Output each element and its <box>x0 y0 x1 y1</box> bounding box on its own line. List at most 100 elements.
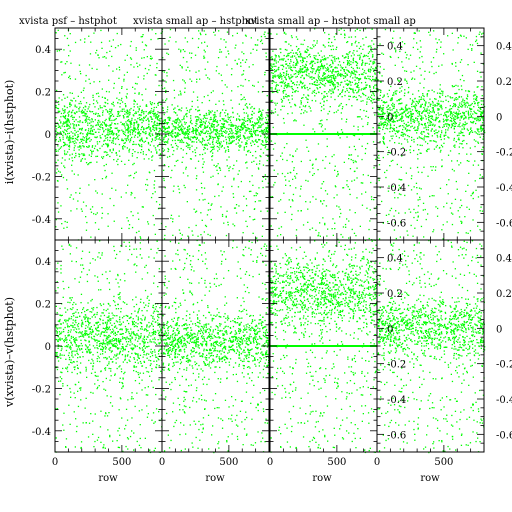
data-point <box>176 148 178 150</box>
data-point <box>320 59 322 61</box>
data-point <box>221 213 224 216</box>
data-point <box>155 127 158 129</box>
data-point <box>246 225 248 228</box>
data-point <box>290 45 292 47</box>
data-point <box>195 138 198 140</box>
data-point <box>433 111 435 113</box>
data-point <box>136 120 138 122</box>
data-point <box>453 85 455 87</box>
data-point <box>294 119 296 121</box>
data-point <box>345 226 347 228</box>
data-point <box>459 78 462 81</box>
data-point <box>343 161 345 163</box>
data-point <box>324 167 326 169</box>
data-point <box>117 163 119 166</box>
data-point <box>373 86 375 88</box>
data-point <box>132 129 134 131</box>
panel-2-points <box>162 28 271 242</box>
data-point <box>91 130 94 133</box>
data-point <box>463 112 465 114</box>
data-point <box>199 133 201 135</box>
data-point <box>277 84 279 86</box>
data-point <box>232 136 234 138</box>
data-point <box>230 132 232 134</box>
data-point <box>313 81 315 84</box>
data-point <box>97 150 99 152</box>
data-point <box>63 121 65 123</box>
data-point <box>159 157 161 159</box>
data-point <box>273 69 276 71</box>
data-point <box>417 102 419 105</box>
data-point <box>413 119 415 121</box>
data-point <box>226 31 229 33</box>
data-point <box>102 121 104 123</box>
data-point <box>83 87 85 89</box>
data-point <box>149 127 152 129</box>
data-point <box>479 31 481 33</box>
data-point <box>209 234 211 237</box>
data-point <box>60 61 62 63</box>
data-point <box>381 75 383 77</box>
data-point <box>72 132 74 134</box>
data-point <box>313 46 315 48</box>
data-point <box>211 203 213 205</box>
data-point <box>111 119 113 122</box>
data-point <box>141 139 143 141</box>
data-point <box>262 144 264 146</box>
data-point <box>384 112 386 115</box>
data-point <box>368 85 371 87</box>
data-point <box>303 94 305 96</box>
data-point <box>130 120 132 122</box>
data-point <box>311 68 313 70</box>
data-point <box>225 215 227 217</box>
data-point <box>451 117 453 120</box>
data-point <box>195 120 197 122</box>
data-point <box>189 78 191 80</box>
data-point <box>334 98 336 101</box>
data-point <box>200 130 202 132</box>
data-point <box>149 64 151 67</box>
data-point <box>163 125 165 128</box>
data-point <box>259 118 261 120</box>
data-point <box>180 49 182 51</box>
data-point <box>250 37 252 39</box>
data-point <box>463 117 465 119</box>
data-point <box>134 151 136 153</box>
data-point <box>88 137 91 139</box>
data-point <box>379 127 381 129</box>
data-point <box>263 128 266 131</box>
data-point <box>56 107 58 109</box>
data-point <box>326 63 328 65</box>
data-point <box>461 88 463 91</box>
data-point <box>392 118 394 120</box>
data-point <box>478 110 480 112</box>
data-point <box>251 175 253 177</box>
data-point <box>220 141 222 143</box>
data-point <box>111 130 113 132</box>
data-point <box>157 102 159 105</box>
data-point <box>228 117 231 119</box>
data-point <box>311 227 314 229</box>
data-point <box>427 122 429 124</box>
data-point <box>353 73 355 75</box>
data-point <box>331 72 333 74</box>
data-point <box>295 120 297 122</box>
data-point <box>392 113 394 115</box>
data-point <box>370 47 372 49</box>
data-point <box>413 38 415 40</box>
data-point <box>295 234 297 237</box>
data-point <box>57 150 59 152</box>
data-point <box>471 121 473 124</box>
data-point <box>144 140 147 142</box>
data-point <box>205 112 207 115</box>
data-point <box>79 106 81 108</box>
data-point <box>103 131 105 133</box>
data-point <box>96 155 99 157</box>
data-point <box>71 138 73 140</box>
data-point <box>336 70 339 73</box>
data-point <box>56 134 58 136</box>
data-point <box>390 98 392 100</box>
data-point <box>135 111 137 113</box>
data-point <box>97 124 99 126</box>
data-point <box>207 125 209 127</box>
